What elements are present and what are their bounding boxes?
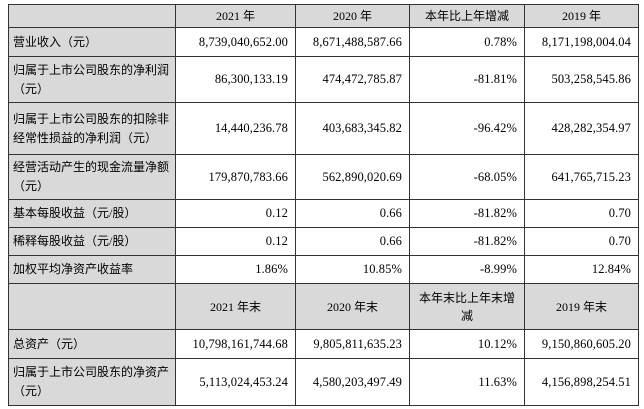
value-cell: 403,683,345.82 xyxy=(295,102,410,155)
value-cell: 0.66 xyxy=(295,199,410,228)
year-end-header-row: 2021 年末 2020 年末 本年末比上年末增减 2019 年末 xyxy=(8,283,639,330)
value-cell: 0.66 xyxy=(295,227,410,256)
value-cell: 179,870,783.66 xyxy=(175,154,296,200)
value-cell: 0.12 xyxy=(175,227,296,256)
value-cell: 10,798,161,744.68 xyxy=(175,329,296,359)
value-cell: -96.42% xyxy=(409,102,525,155)
value-cell: 4,156,898,254.51 xyxy=(524,358,639,406)
table-row: 稀释每股收益（元/股） 0.12 0.66 -81.82% 0.70 xyxy=(8,227,639,256)
empty-corner-cell xyxy=(8,283,176,330)
table-row: 经营活动产生的现金流量净额（元） 179,870,783.66 562,890,… xyxy=(8,154,639,200)
table-row: 营业收入（元） 8,739,040,652.00 8,671,488,587.6… xyxy=(8,27,639,57)
value-cell: -81.81% xyxy=(409,56,525,103)
row-label-weighted-avg-roe: 加权平均净资产收益率 xyxy=(8,255,176,284)
value-cell: 10.12% xyxy=(409,329,525,359)
value-cell: 0.12 xyxy=(175,199,296,228)
value-cell: -68.05% xyxy=(409,154,525,200)
value-cell: 474,472,785.87 xyxy=(295,56,410,103)
table-row: 总资产（元） 10,798,161,744.68 9,805,811,635.2… xyxy=(8,329,639,359)
year-header-row: 2021 年 2020 年 本年比上年增减 2019 年 xyxy=(8,4,639,28)
row-label-net-assets: 归属于上市公司股东的净资产（元） xyxy=(8,358,176,406)
column-header-2019: 2019 年 xyxy=(524,4,639,28)
value-cell: 5,113,024,453.24 xyxy=(175,358,296,406)
value-cell: 8,171,198,004.04 xyxy=(524,27,639,57)
value-cell: 503,258,545.86 xyxy=(524,56,639,103)
value-cell: 12.84% xyxy=(524,255,639,284)
table-row: 归属于上市公司股东的净资产（元） 5,113,024,453.24 4,580,… xyxy=(8,358,639,406)
value-cell: 9,805,811,635.23 xyxy=(295,329,410,359)
value-cell: -81.82% xyxy=(409,199,525,228)
empty-corner-cell xyxy=(8,4,176,28)
value-cell: 9,150,860,605.20 xyxy=(524,329,639,359)
value-cell: 1.86% xyxy=(175,255,296,284)
value-cell: 428,282,354.97 xyxy=(524,102,639,155)
column-header-2021-end: 2021 年末 xyxy=(175,283,296,330)
column-header-2021: 2021 年 xyxy=(175,4,296,28)
value-cell: 8,739,040,652.00 xyxy=(175,27,296,57)
column-header-yoy-change: 本年比上年增减 xyxy=(409,4,525,28)
value-cell: 0.78% xyxy=(409,27,525,57)
table-row: 归属于上市公司股东的净利润（元） 86,300,133.19 474,472,7… xyxy=(8,56,639,103)
row-label-total-assets: 总资产（元） xyxy=(8,329,176,359)
table-row: 基本每股收益（元/股） 0.12 0.66 -81.82% 0.70 xyxy=(8,199,639,228)
value-cell: 0.70 xyxy=(524,227,639,256)
value-cell: 562,890,020.69 xyxy=(295,154,410,200)
value-cell: 0.70 xyxy=(524,199,639,228)
column-header-2020: 2020 年 xyxy=(295,4,410,28)
value-cell: 641,765,715.23 xyxy=(524,154,639,200)
value-cell: 11.63% xyxy=(409,358,525,406)
column-header-yoy-end-change: 本年末比上年末增减 xyxy=(409,283,525,330)
row-label-basic-eps: 基本每股收益（元/股） xyxy=(8,199,176,228)
table-row: 加权平均净资产收益率 1.86% 10.85% -8.99% 12.84% xyxy=(8,255,639,284)
row-label-operating-cash-flow: 经营活动产生的现金流量净额（元） xyxy=(8,154,176,200)
row-label-diluted-eps: 稀释每股收益（元/股） xyxy=(8,227,176,256)
column-header-2019-end: 2019 年末 xyxy=(524,283,639,330)
table-row: 归属于上市公司股东的扣除非经常性损益的净利润（元） 14,440,236.78 … xyxy=(8,102,639,155)
row-label-revenue: 营业收入（元） xyxy=(8,27,176,57)
value-cell: -81.82% xyxy=(409,227,525,256)
value-cell: 86,300,133.19 xyxy=(175,56,296,103)
financial-summary-table: 2021 年 2020 年 本年比上年增减 2019 年 营业收入（元） 8,7… xyxy=(8,4,639,406)
value-cell: -8.99% xyxy=(409,255,525,284)
value-cell: 10.85% xyxy=(295,255,410,284)
value-cell: 8,671,488,587.66 xyxy=(295,27,410,57)
row-label-net-profit: 归属于上市公司股东的净利润（元） xyxy=(8,56,176,103)
column-header-2020-end: 2020 年末 xyxy=(295,283,410,330)
row-label-net-profit-excl-nonrecurring: 归属于上市公司股东的扣除非经常性损益的净利润（元） xyxy=(8,102,176,155)
value-cell: 14,440,236.78 xyxy=(175,102,296,155)
value-cell: 4,580,203,497.49 xyxy=(295,358,410,406)
